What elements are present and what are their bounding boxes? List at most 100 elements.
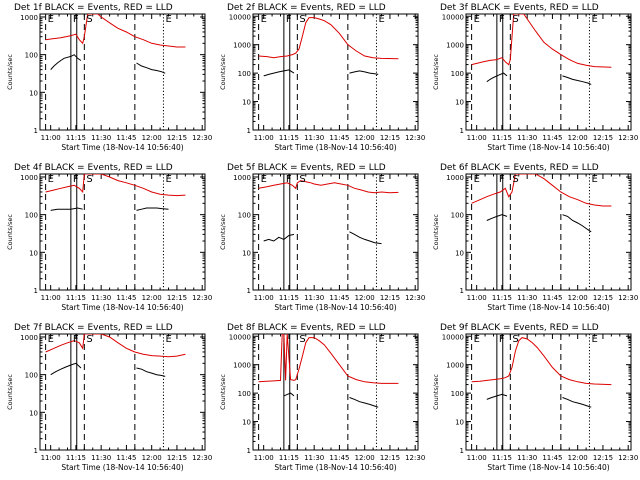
event-marker-label: E xyxy=(591,334,597,345)
plot-frame xyxy=(252,173,419,291)
series-line-events-1 xyxy=(50,362,82,376)
series-line-lld-1 xyxy=(258,17,399,60)
y-tick-label: 1 xyxy=(34,287,38,295)
x-tick-label: 12:00 xyxy=(568,454,588,462)
x-tick-label: 11:00 xyxy=(41,294,61,302)
chart-title: Det 9f BLACK = Events, RED = LLD xyxy=(440,323,599,333)
x-tick-label: 11:45 xyxy=(116,134,136,142)
series-line-events-1 xyxy=(50,54,82,70)
x-tick-label: 12:30 xyxy=(192,134,212,142)
plot-frame xyxy=(465,333,632,451)
event-marker-label: E xyxy=(474,174,480,185)
y-axis-label: Counts/sec xyxy=(6,54,14,90)
series-line-events-2 xyxy=(562,397,592,408)
event-marker-label: F xyxy=(73,334,79,345)
x-tick-label: 12:15 xyxy=(167,134,187,142)
y-tick-label: 100 xyxy=(238,70,251,78)
series-line-events-2 xyxy=(562,214,592,233)
event-marker-label: E xyxy=(165,334,171,345)
event-marker-label: E xyxy=(48,334,54,345)
plot-frame xyxy=(39,173,206,291)
event-marker-label: F xyxy=(286,174,292,185)
x-axis-label: Start Time (18-Nov-14 10:56:40) xyxy=(487,303,609,312)
x-tick-label: 11:00 xyxy=(467,134,487,142)
x-tick-label: 12:15 xyxy=(380,294,400,302)
x-tick-label: 11:45 xyxy=(542,134,562,142)
y-tick-label: 1 xyxy=(247,127,251,135)
y-tick-label: 10 xyxy=(29,249,38,257)
plot-area xyxy=(258,174,399,290)
chart-title: Det 4f BLACK = Events, RED = LLD xyxy=(14,163,173,173)
series-line-lld-1 xyxy=(258,180,399,194)
y-tick-label: 1000 xyxy=(20,14,38,22)
event-marker-label: S xyxy=(86,334,92,345)
series-line-lld-1 xyxy=(258,334,399,384)
y-tick-label: 1 xyxy=(247,287,251,295)
plot-area xyxy=(471,174,612,290)
x-tick-label: 11:30 xyxy=(91,454,111,462)
x-tick-label: 12:15 xyxy=(380,134,400,142)
event-marker-label: F xyxy=(286,14,292,25)
chart-panel-4: Det 4f BLACK = Events, RED = LLD 1 10 100 10… xyxy=(6,163,212,312)
x-tick-label: 11:00 xyxy=(467,454,487,462)
series-line-lld-1 xyxy=(45,334,186,358)
series-line-lld-1 xyxy=(471,174,612,207)
series-line-events-1 xyxy=(486,214,508,221)
event-marker-label: S xyxy=(86,174,92,185)
x-tick-label: 11:15 xyxy=(492,294,512,302)
event-marker-label: E xyxy=(591,14,597,25)
series-line-events-2 xyxy=(349,70,379,75)
y-axis-label: Counts/sec xyxy=(432,214,440,250)
y-axis-label: Counts/sec xyxy=(6,214,14,250)
x-tick-label: 11:45 xyxy=(329,454,349,462)
plot-area xyxy=(45,334,186,450)
series-line-lld-1 xyxy=(45,14,186,48)
x-tick-label: 11:45 xyxy=(542,454,562,462)
x-tick-label: 11:15 xyxy=(279,454,299,462)
y-tick-label: 100 xyxy=(451,70,464,78)
y-axis-label: Counts/sec xyxy=(219,214,227,250)
series-line-events-2 xyxy=(136,207,169,211)
chart-title: Det 5f BLACK = Events, RED = LLD xyxy=(227,163,386,173)
plot-frame xyxy=(39,333,206,451)
y-tick-label: 1 xyxy=(34,447,38,455)
x-tick-label: 11:30 xyxy=(91,294,111,302)
plot-frame xyxy=(465,13,632,131)
x-tick-label: 11:30 xyxy=(517,134,537,142)
x-tick-label: 11:30 xyxy=(517,294,537,302)
event-marker-label: E xyxy=(165,174,171,185)
event-marker-label: F xyxy=(73,14,79,25)
y-tick-label: 100 xyxy=(25,212,38,220)
series-line-events-1 xyxy=(283,392,295,397)
plot-area xyxy=(471,334,612,450)
series-line-lld-1 xyxy=(45,174,186,197)
x-tick-label: 12:15 xyxy=(167,454,187,462)
chart-title: Det 8f BLACK = Events, RED = LLD xyxy=(227,323,386,333)
event-marker-label: S xyxy=(512,174,518,185)
x-tick-label: 12:00 xyxy=(142,294,162,302)
plot-area xyxy=(258,334,399,450)
plot-frame xyxy=(252,13,419,131)
series-line-events-1 xyxy=(263,233,295,242)
x-tick-label: 12:30 xyxy=(618,134,638,142)
y-tick-label: 1000 xyxy=(446,174,464,182)
y-tick-label: 10 xyxy=(242,419,251,427)
chart-panel-7: Det 7f BLACK = Events, RED = LLD 1 10 100 10… xyxy=(6,323,212,472)
series-line-lld-1 xyxy=(471,14,612,68)
y-tick-label: 1000 xyxy=(446,362,464,370)
x-tick-label: 11:00 xyxy=(254,294,274,302)
event-marker-label: S xyxy=(512,334,518,345)
x-tick-label: 11:00 xyxy=(467,294,487,302)
y-tick-label: 100 xyxy=(238,212,251,220)
plot-area xyxy=(45,174,186,290)
x-tick-label: 12:30 xyxy=(405,454,425,462)
x-tick-label: 11:15 xyxy=(279,294,299,302)
series-line-events-2 xyxy=(349,231,382,245)
y-tick-label: 1000 xyxy=(233,362,251,370)
x-axis-label: Start Time (18-Nov-14 10:56:40) xyxy=(274,463,396,472)
x-tick-label: 11:00 xyxy=(41,454,61,462)
y-tick-label: 10 xyxy=(455,249,464,257)
x-tick-label: 11:45 xyxy=(329,294,349,302)
x-axis-label: Start Time (18-Nov-14 10:56:40) xyxy=(487,463,609,472)
x-tick-label: 12:30 xyxy=(618,454,638,462)
